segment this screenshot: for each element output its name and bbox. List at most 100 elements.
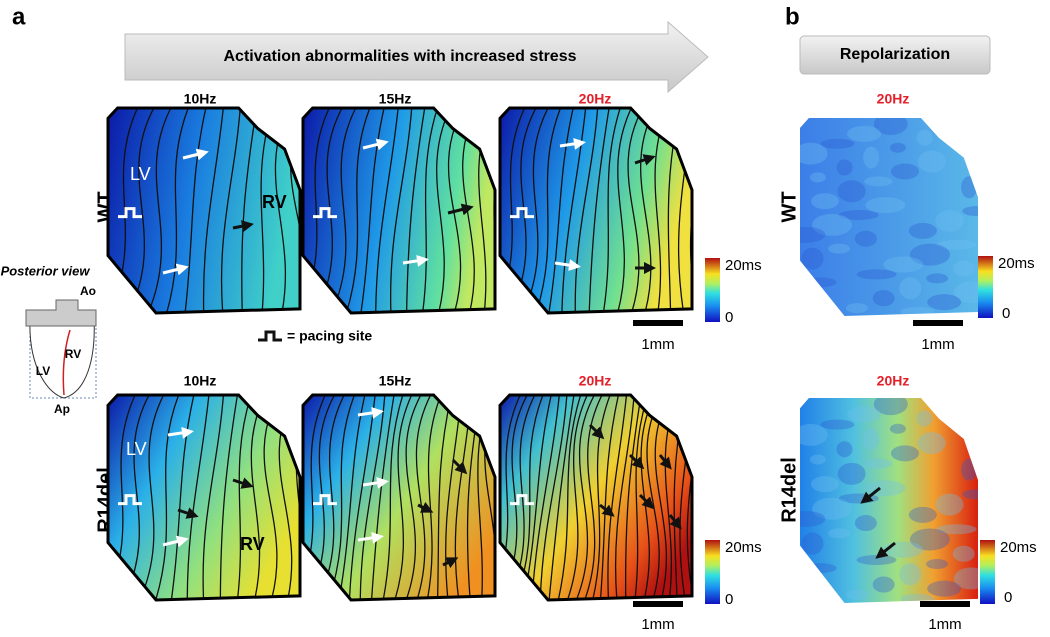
contour-line bbox=[556, 395, 583, 600]
contour-line bbox=[533, 108, 564, 313]
contour-line bbox=[392, 395, 415, 600]
texture bbox=[891, 445, 920, 462]
texture bbox=[854, 230, 877, 247]
contour-line bbox=[565, 395, 591, 600]
contour-line bbox=[601, 108, 623, 313]
heart-inset: Posterior view Ao RV LV Ap bbox=[1, 263, 97, 416]
arrow bbox=[357, 531, 384, 544]
texture bbox=[872, 576, 895, 593]
contour-line bbox=[170, 395, 196, 600]
texture bbox=[810, 193, 839, 210]
texture bbox=[900, 307, 935, 316]
texture bbox=[961, 458, 978, 481]
contour-line bbox=[381, 395, 406, 600]
texture bbox=[828, 243, 851, 254]
contour-line bbox=[153, 395, 182, 600]
contour-line bbox=[582, 395, 606, 600]
texture bbox=[845, 303, 868, 314]
texture bbox=[889, 142, 906, 153]
scale-label: 1mm bbox=[921, 336, 954, 353]
banner-text: Activation abnormalities with increased … bbox=[223, 48, 576, 65]
arrow bbox=[357, 406, 384, 419]
texture bbox=[943, 398, 960, 420]
frequency-label: 20Hz bbox=[579, 91, 612, 107]
texture bbox=[926, 559, 949, 570]
activation-map bbox=[498, 393, 694, 602]
texture bbox=[864, 176, 893, 187]
colorbar-label: 20ms bbox=[725, 539, 762, 556]
arrow bbox=[599, 503, 615, 517]
activation-map bbox=[106, 393, 302, 602]
contour-line bbox=[250, 395, 268, 600]
texture bbox=[917, 432, 946, 455]
frequency-label: 20Hz bbox=[579, 373, 612, 389]
row-label: WT bbox=[778, 191, 800, 222]
texture bbox=[800, 510, 826, 527]
texture bbox=[863, 146, 880, 169]
contour-line bbox=[126, 108, 158, 313]
colorbars: 20ms 0 20ms 0 20ms 0 20ms 0 bbox=[705, 255, 1037, 608]
texture bbox=[899, 277, 922, 300]
texture bbox=[936, 239, 977, 250]
texture bbox=[864, 458, 893, 469]
texture bbox=[836, 159, 853, 176]
activation-map bbox=[800, 398, 978, 603]
contour-line bbox=[614, 395, 636, 600]
texture bbox=[800, 226, 826, 243]
activation-map bbox=[301, 106, 497, 315]
pacing-symbol bbox=[313, 207, 337, 219]
texture bbox=[909, 528, 950, 551]
contour-line bbox=[520, 108, 552, 313]
texture bbox=[812, 213, 853, 236]
contour-line bbox=[436, 395, 454, 600]
contour-line bbox=[202, 108, 225, 313]
contour-line bbox=[574, 108, 599, 313]
arrow bbox=[417, 501, 434, 513]
contour-line bbox=[370, 395, 396, 600]
texture bbox=[863, 428, 880, 450]
texture bbox=[847, 406, 882, 423]
contour-line bbox=[547, 395, 576, 600]
contour-line bbox=[436, 108, 453, 313]
arrow bbox=[638, 493, 655, 510]
arrow bbox=[588, 423, 605, 440]
contour-line bbox=[405, 108, 427, 313]
frequency-label: 15Hz bbox=[379, 91, 412, 107]
arrow bbox=[232, 477, 254, 489]
texture bbox=[943, 118, 960, 139]
scale-label: 1mm bbox=[641, 336, 674, 353]
texture bbox=[962, 206, 978, 217]
texture bbox=[820, 138, 855, 149]
contour-line bbox=[640, 108, 658, 313]
pacing-legend: = pacing site bbox=[287, 328, 372, 344]
texture bbox=[812, 497, 853, 520]
texture bbox=[837, 180, 866, 203]
arrow bbox=[232, 220, 254, 233]
header-text: Repolarization bbox=[840, 46, 950, 63]
colorbar-label: 0 bbox=[725, 309, 733, 326]
banner-arrow bbox=[124, 20, 709, 94]
pacing-symbol bbox=[118, 207, 142, 219]
scale-bars: 1mm 1mm 1mm 1mm bbox=[633, 320, 970, 633]
arrow bbox=[162, 535, 189, 548]
pacing-symbol bbox=[510, 494, 534, 506]
contour-line bbox=[633, 395, 651, 600]
texture bbox=[936, 524, 977, 535]
texture bbox=[935, 493, 964, 516]
texture bbox=[952, 260, 975, 277]
map-fill bbox=[108, 108, 300, 313]
panel-letter: b bbox=[785, 3, 800, 30]
scale-label: 1mm bbox=[641, 616, 674, 632]
texture bbox=[953, 567, 978, 590]
arrow bbox=[668, 514, 682, 530]
texture bbox=[916, 129, 933, 146]
contour-line bbox=[403, 395, 425, 600]
contour-line bbox=[219, 395, 239, 600]
texture bbox=[800, 398, 808, 403]
map-fill bbox=[800, 118, 978, 316]
arrow bbox=[860, 486, 881, 504]
inset-label: Ap bbox=[54, 402, 70, 416]
texture bbox=[809, 172, 826, 183]
contour-line bbox=[326, 395, 358, 600]
